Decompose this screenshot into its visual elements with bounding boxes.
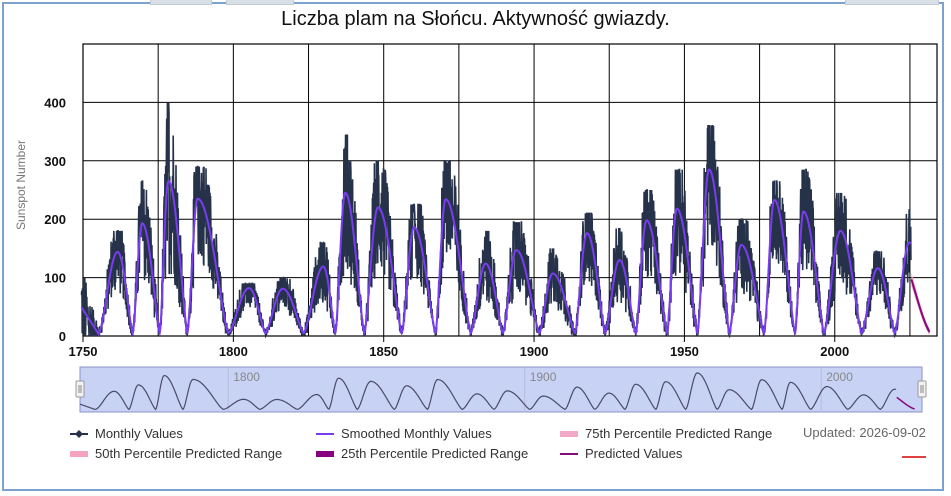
legend-item[interactable]: Monthly Values bbox=[70, 426, 183, 441]
legend-label: 50th Percentile Predicted Range bbox=[95, 446, 283, 461]
x-tick-label: 1800 bbox=[219, 344, 248, 359]
legend-label: 25th Percentile Predicted Range bbox=[341, 446, 529, 461]
legend-item[interactable]: 50th Percentile Predicted Range bbox=[70, 446, 282, 461]
x-tick-label: 1750 bbox=[69, 344, 98, 359]
series bbox=[80, 102, 931, 339]
y-tick-label: 300 bbox=[44, 154, 66, 169]
x-tick-label: 2000 bbox=[820, 344, 849, 359]
tab-stub[interactable] bbox=[150, 0, 212, 5]
navigator-handle-left[interactable] bbox=[75, 380, 85, 398]
x-tick-label: 1950 bbox=[670, 344, 699, 359]
legend-label: Predicted Values bbox=[585, 446, 683, 461]
credit-mark bbox=[902, 456, 926, 458]
navigator-label: 1800 bbox=[233, 370, 260, 384]
legend-swatch-block bbox=[70, 450, 88, 457]
y-tick-label: 100 bbox=[44, 271, 66, 286]
y-tick-label: 0 bbox=[59, 329, 66, 344]
navigator-predicted bbox=[896, 396, 915, 410]
legend-swatch-line bbox=[70, 429, 88, 438]
legend-item[interactable]: Smoothed Monthly Values bbox=[316, 426, 492, 441]
navigator-series bbox=[79, 372, 897, 411]
navigator-handle-right[interactable] bbox=[917, 380, 927, 398]
navigator: 1800 1900 2000 bbox=[75, 366, 927, 413]
chart-title: Liczba plam na Słońcu. Aktywność gwiazdy… bbox=[281, 8, 670, 30]
updated-text: Updated: 2026-09-02 bbox=[803, 425, 926, 440]
legend-item[interactable]: 75th Percentile Predicted Range bbox=[560, 426, 772, 441]
legend-label: 75th Percentile Predicted Range bbox=[585, 426, 773, 441]
x-tick-label: 1850 bbox=[369, 344, 398, 359]
x-tick-label: 1900 bbox=[520, 344, 549, 359]
legend-item[interactable]: Predicted Values bbox=[560, 446, 682, 461]
y-tick-label: 200 bbox=[44, 212, 66, 227]
predicted-range-75 bbox=[911, 272, 930, 335]
y-tick-label: 400 bbox=[44, 95, 66, 110]
tab-stub[interactable] bbox=[226, 0, 294, 5]
navigator-range bbox=[79, 366, 923, 413]
legend-swatch-line bbox=[316, 432, 334, 435]
legend-swatch-line bbox=[560, 452, 578, 455]
smoothed-values-line bbox=[80, 168, 912, 337]
legend-item[interactable]: 25th Percentile Predicted Range bbox=[316, 446, 528, 461]
legend-swatch-block bbox=[316, 450, 334, 457]
navigator-label: 2000 bbox=[826, 370, 853, 384]
legend-label: Smoothed Monthly Values bbox=[341, 426, 492, 441]
legend-swatch-block bbox=[560, 430, 578, 437]
tab-stub[interactable] bbox=[845, 0, 939, 5]
navigator-label: 1900 bbox=[530, 370, 557, 384]
legend-label: Monthly Values bbox=[95, 426, 183, 441]
axes: 1750 1800 1850 1900 1950 2000 0 100 200 300 400 bbox=[44, 95, 849, 359]
predicted-values-line bbox=[910, 279, 931, 333]
